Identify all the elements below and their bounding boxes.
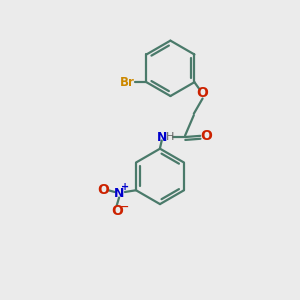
Text: N: N [114, 187, 124, 200]
Text: H: H [166, 132, 175, 142]
Text: +: + [122, 182, 130, 192]
Text: N: N [157, 130, 167, 143]
Text: O: O [200, 129, 212, 142]
Text: O: O [196, 86, 208, 100]
Text: Br: Br [119, 76, 134, 89]
Text: O: O [111, 204, 123, 218]
Text: −: − [119, 202, 129, 212]
Text: O: O [97, 183, 109, 197]
